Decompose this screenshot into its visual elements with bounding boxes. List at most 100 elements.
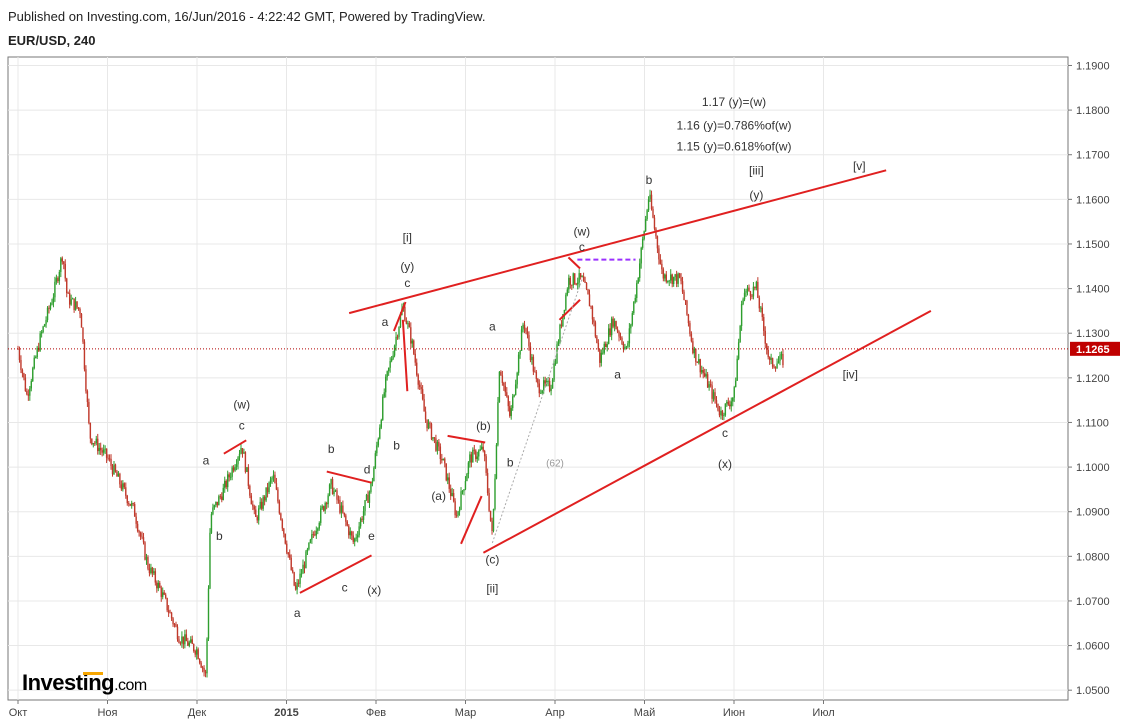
candle-body: [507, 396, 509, 407]
candle-body: [565, 294, 567, 310]
candle-body: [418, 384, 421, 387]
candle-body: [355, 537, 357, 539]
y-tick-label: 1.1500: [1076, 239, 1110, 251]
candle-body: [176, 626, 179, 640]
candle-body: [145, 557, 148, 560]
candle-body: [48, 307, 50, 310]
candle-body: [182, 636, 185, 645]
candle-body: [472, 449, 474, 463]
x-tick-label: Мар: [455, 707, 477, 719]
annotation-label: [iii]: [749, 163, 764, 177]
candle-body: [266, 487, 269, 493]
candle-body: [696, 361, 699, 363]
candle-body: [74, 301, 77, 310]
candle-body: [782, 354, 784, 366]
candle-body: [32, 368, 34, 382]
candle-body: [136, 523, 139, 532]
candle-body: [497, 402, 499, 445]
candle-body: [438, 441, 440, 447]
candle-body: [167, 610, 170, 613]
candle-body: [226, 474, 229, 488]
candle-body: [439, 446, 442, 460]
candle-body: [195, 649, 198, 655]
trendline: [567, 256, 581, 270]
x-tick-label: 2015: [274, 707, 298, 719]
candle-body: [371, 481, 374, 484]
candle-body: [258, 508, 260, 521]
annotation-label: c: [404, 276, 410, 290]
x-tick-label: Июл: [812, 707, 834, 719]
candle-body: [404, 307, 406, 321]
candle-body: [280, 513, 282, 520]
y-tick-label: 1.1000: [1076, 462, 1110, 474]
candle-body: [287, 552, 289, 555]
candle-body: [132, 503, 134, 505]
candle-body: [102, 449, 105, 453]
candle-body: [449, 488, 452, 496]
candle-body: [18, 348, 21, 360]
candle-body: [246, 467, 248, 472]
candle-body: [228, 474, 230, 478]
candle-body: [727, 401, 730, 405]
candle-body: [238, 453, 241, 458]
candle-body: [284, 533, 286, 544]
candle-body: [39, 333, 41, 351]
candle-body: [712, 392, 715, 399]
candle-body: [448, 477, 450, 489]
x-tick-label: Дек: [188, 707, 207, 719]
candle-body: [551, 379, 554, 389]
candle-body: [591, 306, 594, 320]
candle-body: [779, 355, 781, 362]
candle-body: [321, 506, 323, 509]
candle-body: [395, 336, 397, 346]
candle-body: [560, 324, 563, 327]
annotation-label: a: [489, 320, 496, 334]
candle-body: [735, 380, 737, 388]
candle-body: [303, 564, 306, 569]
candle-body: [133, 504, 136, 517]
candle-body: [683, 291, 685, 301]
candle-body: [311, 534, 313, 540]
candle-body: [68, 293, 71, 305]
candle-body: [382, 396, 384, 420]
trendline: [460, 495, 483, 545]
candle-body: [746, 287, 749, 291]
candle-body: [610, 318, 613, 336]
candle-body: [184, 634, 186, 645]
candle-body: [364, 500, 366, 512]
candle-body: [40, 332, 43, 334]
candle-body: [302, 564, 304, 574]
candle-body: [689, 323, 691, 334]
candle-body: [203, 667, 205, 672]
candle-body: [80, 313, 83, 328]
y-tick-label: 1.0800: [1076, 551, 1110, 563]
candle-body: [392, 355, 394, 359]
candle-body: [603, 343, 605, 353]
candle-body: [212, 507, 214, 515]
annotation-label: (y): [400, 259, 414, 273]
candle-body: [135, 516, 137, 524]
candle-body: [126, 495, 128, 504]
y-tick-label: 1.0500: [1076, 685, 1110, 697]
candle-body: [358, 526, 360, 536]
candle-body: [163, 592, 165, 595]
candle-body: [235, 464, 238, 467]
candle-body: [452, 493, 455, 502]
candle-body: [532, 356, 535, 372]
overlays: [8, 169, 1068, 594]
candle-body: [61, 258, 64, 262]
candle-body: [606, 343, 608, 348]
candle-body: [770, 358, 772, 360]
candle-body: [296, 582, 298, 590]
candle-body: [495, 444, 498, 479]
candle-body: [457, 511, 459, 516]
candle-body: [777, 361, 780, 364]
candle-body: [569, 277, 572, 285]
candle-body: [396, 336, 399, 338]
candle-body: [105, 448, 108, 458]
candle-body: [658, 248, 660, 260]
candle-body: [166, 597, 168, 611]
candle-body: [670, 274, 672, 281]
candle-body: [260, 501, 263, 509]
